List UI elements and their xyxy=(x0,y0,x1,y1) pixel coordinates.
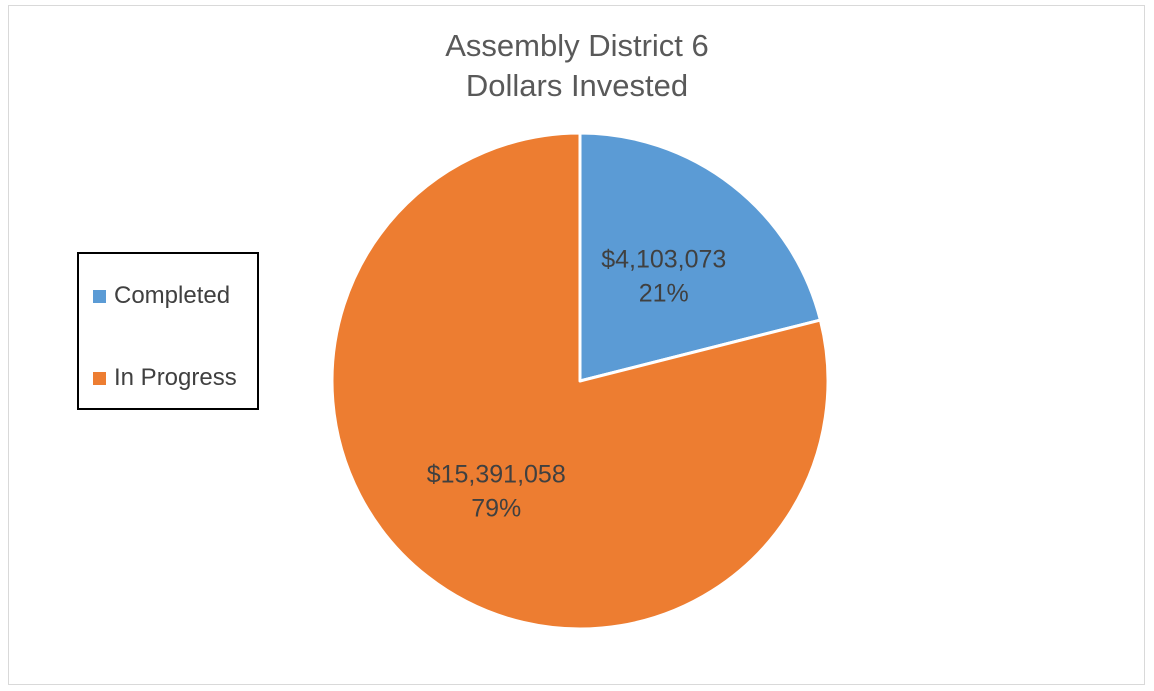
pie-slice-completed xyxy=(578,131,822,383)
chart-title: Assembly District 6 Dollars Invested xyxy=(0,26,1154,106)
data-labels: $4,103,073 21% $15,391,058 79% xyxy=(427,245,727,522)
data-label-percent-in-progress: 79% xyxy=(471,495,521,523)
legend-item-in-progress: In Progress xyxy=(93,364,237,392)
legend-item-completed: Completed xyxy=(93,282,230,310)
legend-swatch-in-progress xyxy=(93,371,106,385)
legend: Completed In Progress xyxy=(77,252,259,410)
data-label-value-in-progress: $15,391,058 xyxy=(427,461,566,489)
legend-label-in-progress: In Progress xyxy=(114,364,237,391)
legend-swatch-completed xyxy=(93,289,106,303)
chart-title-line-1: Assembly District 6 xyxy=(445,28,709,63)
data-label-percent-completed: 21% xyxy=(639,279,689,307)
data-label-value-completed: $4,103,073 xyxy=(601,245,726,273)
pie-slice-in-progress xyxy=(330,131,830,631)
chart-title-line-2: Dollars Invested xyxy=(465,68,689,103)
legend-label-completed: Completed xyxy=(114,282,231,309)
pie-slices xyxy=(330,131,830,631)
